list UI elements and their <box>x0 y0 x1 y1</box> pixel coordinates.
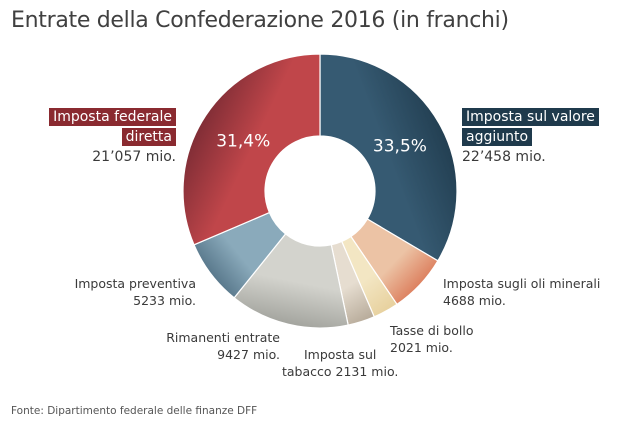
label-bollo-value: 2021 mio. <box>390 340 453 355</box>
percent-label: 31,4% <box>216 131 270 151</box>
label-iva-name-2: aggiunto <box>462 128 533 146</box>
chart-title: Entrate della Confederazione 2016 (in fr… <box>11 8 509 33</box>
label-oli-name: Imposta sugli oli minerali <box>443 276 601 291</box>
percent-label: 33,5% <box>373 136 427 156</box>
label-bollo-name: Tasse di bollo <box>390 323 474 338</box>
label-bollo: Tasse di bollo 2021 mio. <box>390 322 473 356</box>
label-iva-value: 22’458 mio. <box>462 149 546 165</box>
label-iva-name-1: Imposta sul valore <box>462 108 599 126</box>
label-ifd-value: 21’057 mio. <box>92 149 176 165</box>
label-iva: Imposta sul valore aggiunto 22’458 mio. <box>462 108 599 166</box>
label-ifd-name-2: diretta <box>121 128 176 146</box>
label-rimanenti-value: 9427 mio. <box>217 347 280 362</box>
label-ifd-name-1: Imposta federale <box>49 108 176 126</box>
slice-imposta-sul-valore-aggiunto <box>319 53 458 262</box>
label-preventiva-name: Imposta preventiva <box>74 276 196 291</box>
slice-rimanenti-entrate <box>233 233 349 329</box>
label-rimanenti-name: Rimanenti entrate <box>166 330 280 345</box>
label-oli: Imposta sugli oli minerali 4688 mio. <box>443 275 600 309</box>
label-oli-value: 4688 mio. <box>443 293 506 308</box>
slice-imposta-federale-diretta <box>182 53 321 246</box>
chart-source: Fonte: Dipartimento federale delle finan… <box>11 405 258 417</box>
label-tabacco-value: tabacco 2131 mio. <box>282 364 399 379</box>
label-tabacco-name: Imposta sul <box>303 347 377 362</box>
label-preventiva: Imposta preventiva 5233 mio. <box>75 275 196 309</box>
label-ifd: Imposta federale diretta 21’057 mio. <box>49 108 176 166</box>
label-tabacco: Imposta sul tabacco 2131 mio. <box>282 346 398 380</box>
label-preventiva-value: 5233 mio. <box>133 293 196 308</box>
label-rimanenti: Rimanenti entrate 9427 mio. <box>166 329 280 363</box>
